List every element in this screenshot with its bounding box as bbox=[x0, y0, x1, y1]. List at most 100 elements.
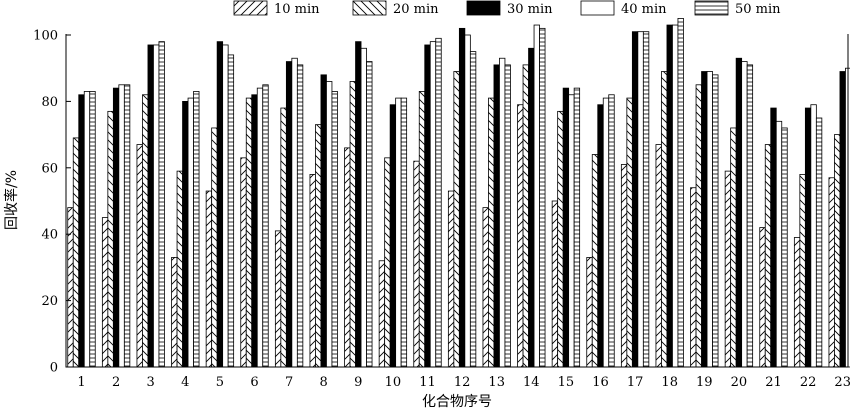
bar-compound-15-series-3 bbox=[562, 87, 570, 368]
bar-compound-7-series-3 bbox=[285, 61, 293, 368]
bar-compound-14-series-4 bbox=[533, 24, 540, 368]
bar-compound-14-series-3 bbox=[528, 47, 535, 368]
bar-compound-11-series-2 bbox=[418, 91, 426, 368]
bar-compound-7-series-1 bbox=[274, 230, 282, 368]
bar-compound-23-series-1 bbox=[828, 177, 835, 368]
bar-compound-3-series-2 bbox=[142, 94, 149, 368]
bar-compound-19-series-3 bbox=[701, 71, 708, 368]
bar-compound-9-series-5 bbox=[366, 61, 373, 368]
axes-group bbox=[65, 34, 849, 368]
x-tick-label: 3 bbox=[147, 375, 155, 390]
bar-compound-15-series-4 bbox=[568, 94, 575, 368]
bar-compound-12-series-5 bbox=[469, 51, 477, 368]
bar-compound-5-series-1 bbox=[205, 190, 213, 368]
x-tick-label: 18 bbox=[661, 375, 678, 390]
bar-compound-23-series-3 bbox=[839, 71, 846, 368]
bar-compound-12-series-4 bbox=[464, 34, 471, 368]
legend-label: 50 min bbox=[735, 2, 781, 17]
bar-compound-4-series-2 bbox=[176, 170, 183, 368]
bar-compound-9-series-4 bbox=[360, 47, 367, 368]
bars-group bbox=[67, 17, 850, 368]
bar-compound-16-series-2 bbox=[591, 154, 599, 368]
bar-compound-4-series-5 bbox=[193, 91, 200, 368]
bar-compound-9-series-2 bbox=[349, 81, 356, 368]
bar-compound-14-series-2 bbox=[522, 64, 529, 368]
legend-swatch bbox=[352, 0, 387, 16]
bar-compound-7-series-5 bbox=[296, 64, 304, 368]
bar-compound-3-series-1 bbox=[136, 144, 143, 368]
bar-compound-1-series-2 bbox=[72, 137, 80, 368]
x-axis-title: 化合物序号 bbox=[422, 394, 492, 410]
bar-compound-20-series-5 bbox=[746, 64, 754, 368]
x-tick-label: 6 bbox=[250, 375, 258, 390]
bar-compound-12-series-1 bbox=[447, 190, 455, 368]
bar-compound-14-series-5 bbox=[539, 27, 546, 368]
bar-compound-10-series-3 bbox=[389, 104, 397, 368]
bar-compound-19-series-5 bbox=[712, 74, 719, 368]
bar-compound-8-series-4 bbox=[326, 81, 333, 368]
legend-label: 20 min bbox=[393, 2, 439, 17]
x-tick-label: 2 bbox=[112, 375, 120, 390]
bar-compound-5-series-4 bbox=[222, 44, 229, 368]
bar-compound-10-series-2 bbox=[384, 157, 391, 368]
bar-compound-4-series-3 bbox=[182, 101, 189, 368]
x-tick-label: 7 bbox=[285, 375, 293, 390]
bar-compound-1-series-4 bbox=[83, 91, 91, 368]
bar-compound-5-series-5 bbox=[227, 54, 235, 368]
legend-label: 10 min bbox=[274, 2, 320, 17]
bar-compound-6-series-1 bbox=[240, 157, 247, 368]
bar-compound-15-series-5 bbox=[573, 87, 581, 368]
legend: 10 min 20 min 30 min 40 min 50 min bbox=[233, 0, 781, 17]
y-tick-label: 40 bbox=[41, 228, 58, 243]
bar-compound-13-series-5 bbox=[504, 64, 511, 368]
bar-compound-17-series-4 bbox=[637, 31, 644, 368]
x-tick-label: 16 bbox=[592, 375, 609, 390]
bar-compound-20-series-3 bbox=[735, 57, 743, 368]
bar-compound-3-series-4 bbox=[153, 44, 160, 368]
x-tick-label: 11 bbox=[419, 375, 436, 390]
bar-compound-14-series-1 bbox=[517, 104, 524, 368]
bar-compound-6-series-3 bbox=[251, 94, 258, 368]
bar-compound-22-series-2 bbox=[799, 174, 806, 368]
bar-compound-22-series-5 bbox=[815, 117, 823, 368]
bar-compound-17-series-2 bbox=[626, 97, 633, 368]
bar-compound-21-series-3 bbox=[770, 107, 777, 368]
bar-compound-23-series-2 bbox=[834, 134, 841, 368]
bar-compound-10-series-1 bbox=[378, 260, 386, 368]
x-tick-label: 12 bbox=[454, 375, 471, 390]
bar-compound-9-series-1 bbox=[344, 147, 351, 368]
bar-compound-13-series-2 bbox=[488, 97, 495, 368]
x-tick-label: 14 bbox=[523, 375, 540, 390]
bar-compound-1-series-3 bbox=[78, 94, 85, 368]
bar-compound-20-series-4 bbox=[741, 61, 748, 368]
bar-compound-6-series-4 bbox=[256, 87, 264, 368]
legend-swatch bbox=[233, 0, 268, 16]
legend-item: 20 min bbox=[352, 0, 439, 17]
legend-item: 30 min bbox=[466, 0, 553, 17]
bar-compound-18-series-3 bbox=[666, 24, 673, 368]
bar-compound-19-series-2 bbox=[695, 84, 702, 368]
y-axis-title: 回收率/% bbox=[3, 170, 20, 230]
bar-compound-6-series-2 bbox=[245, 97, 253, 368]
legend-swatch bbox=[466, 0, 501, 16]
bar-compound-2-series-3 bbox=[112, 87, 120, 368]
bar-compound-21-series-5 bbox=[781, 127, 788, 368]
bar-compound-8-series-3 bbox=[320, 74, 327, 368]
bar-compound-22-series-4 bbox=[810, 104, 817, 368]
bar-compound-15-series-2 bbox=[557, 110, 564, 368]
bar-compound-21-series-2 bbox=[764, 144, 772, 368]
bar-compound-7-series-2 bbox=[280, 107, 287, 368]
bar-compound-21-series-1 bbox=[759, 227, 766, 368]
bar-compound-11-series-3 bbox=[424, 44, 431, 368]
bar-compound-11-series-1 bbox=[413, 160, 420, 368]
x-tick-label: 5 bbox=[216, 375, 224, 390]
bar-compound-18-series-2 bbox=[661, 71, 668, 368]
bar-compound-1-series-1 bbox=[67, 207, 74, 368]
x-tick-label: 15 bbox=[558, 375, 575, 390]
x-tick-label: 17 bbox=[627, 375, 644, 390]
x-tick-label: 19 bbox=[696, 375, 713, 390]
y-tick-label: 0 bbox=[50, 361, 58, 376]
bar-compound-2-series-2 bbox=[107, 110, 114, 368]
y-tick-label: 20 bbox=[41, 294, 58, 309]
